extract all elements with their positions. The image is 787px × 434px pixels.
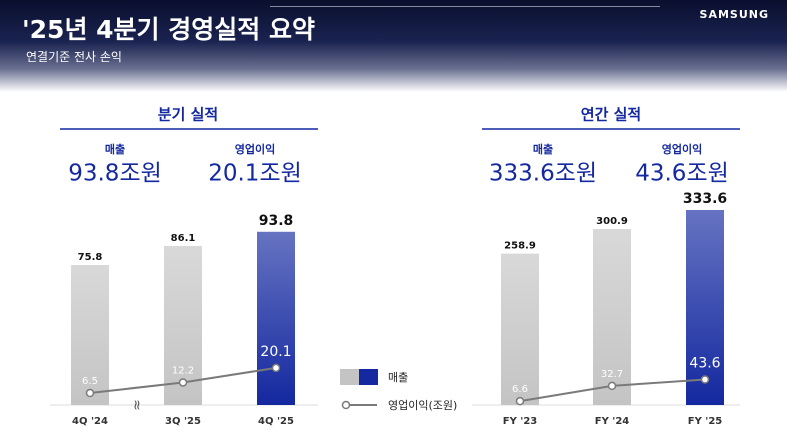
kpi-value: 43.6조원	[635, 161, 729, 187]
kpi-value: 93.8조원	[68, 161, 162, 187]
profit-value-label: 12.2	[172, 365, 194, 376]
bar-value-label: 93.8	[259, 213, 294, 229]
kpi-value: 20.1조원	[208, 161, 302, 187]
kpi-label: 매출	[105, 142, 125, 156]
profit-point	[178, 378, 188, 387]
x-tick-label: 4Q '24	[72, 416, 108, 427]
legend-swatch	[359, 369, 378, 385]
panel-title: 연간 실적	[581, 106, 641, 124]
page-subtitle: 연결기준 전사 손익	[26, 50, 122, 64]
profit-point	[85, 388, 95, 398]
bar-shine	[593, 229, 631, 405]
kpi-value: 333.6조원	[489, 161, 597, 187]
profit-value-label: 32.7	[601, 369, 623, 380]
bar-shine	[257, 231, 295, 405]
legend-label: 영업이익(조원)	[388, 399, 457, 412]
header-rule	[270, 6, 660, 7]
x-tick-label: FY '23	[503, 416, 538, 427]
bar-value-label: 300.9	[596, 216, 628, 227]
bar-shine	[71, 265, 109, 405]
panel-title: 분기 실적	[158, 106, 218, 124]
x-tick-label: FY '24	[595, 416, 630, 427]
bar-value-label: 75.8	[78, 252, 103, 263]
legend-label: 매출	[388, 371, 408, 384]
x-tick-label: 3Q '25	[165, 416, 201, 427]
profit-point	[700, 375, 710, 384]
legend-point	[341, 400, 351, 410]
bar-shine	[501, 253, 539, 405]
axis-break: ≈	[129, 399, 145, 411]
profit-point	[515, 396, 525, 406]
profit-value-label: 6.5	[82, 376, 98, 387]
profit-value-label: 43.6	[689, 356, 720, 372]
profit-value-label: 6.6	[512, 384, 528, 395]
kpi-label: 매출	[533, 142, 553, 156]
kpi-label: 영업이익	[235, 142, 275, 156]
bar-value-label: 258.9	[504, 241, 536, 252]
x-tick-label: FY '25	[688, 416, 723, 427]
bar-value-label: 333.6	[683, 191, 727, 207]
header: '25년 4분기 경영실적 요약 연결기준 전사 손익 SAMSUNG	[0, 0, 787, 92]
profit-value-label: 20.1	[260, 344, 291, 360]
profit-point	[607, 381, 617, 391]
legend-swatch	[340, 369, 359, 385]
kpi-label: 영업이익	[662, 142, 702, 156]
profit-point	[271, 363, 281, 373]
page-title: '25년 4분기 경영실적 요약	[22, 15, 315, 44]
x-tick-label: 4Q '25	[258, 416, 294, 427]
logo: SAMSUNG	[699, 8, 769, 21]
bar-value-label: 86.1	[171, 233, 196, 244]
bar-shine	[686, 209, 724, 405]
